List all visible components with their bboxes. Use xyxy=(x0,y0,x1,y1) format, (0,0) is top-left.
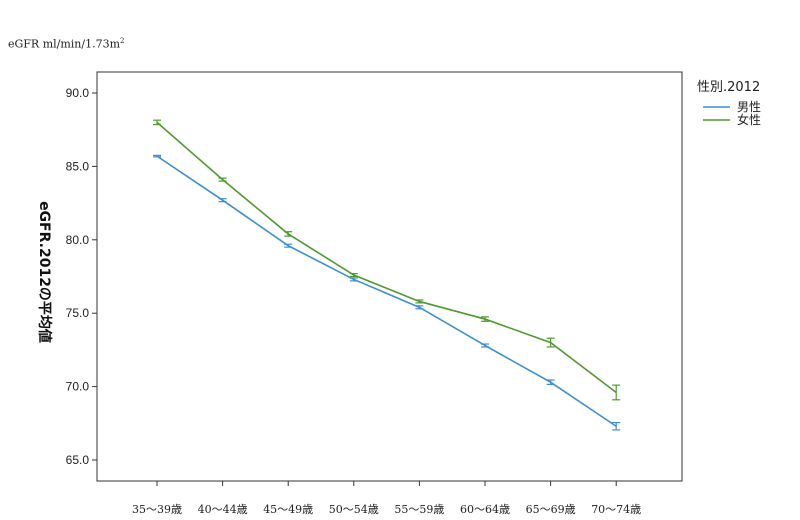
error-bar xyxy=(153,119,161,126)
legend-entry-label: 男性 xyxy=(737,100,761,114)
x-tick-label: 60～64歳 xyxy=(460,503,510,516)
x-tick-label: 55～59歳 xyxy=(394,503,444,516)
error-bar xyxy=(612,384,621,401)
x-tick-label: 35～39歳 xyxy=(132,503,182,516)
x-tick-label: 70～74歳 xyxy=(591,503,641,516)
series-line-1 xyxy=(156,155,617,427)
error-bar xyxy=(481,343,489,348)
error-bar xyxy=(349,272,358,278)
series-line-2 xyxy=(156,121,617,394)
y-tick-label: 70.0 xyxy=(66,380,90,394)
legend-entry-label: 女性 xyxy=(737,112,761,127)
error-bar xyxy=(218,177,227,182)
y-axis-label: eGFR.2012の平均値 xyxy=(36,201,53,343)
error-bar xyxy=(349,277,358,282)
y-tick-label: 85.0 xyxy=(66,159,90,173)
x-tick-label: 40～44歳 xyxy=(198,503,248,516)
unit-label: eGFR ml/min/1.73m2 xyxy=(8,37,125,51)
x-tick-label: 50～54歳 xyxy=(329,503,379,516)
y-tick-label: 65.0 xyxy=(66,453,90,467)
legend-title: 性別.2012 xyxy=(697,80,760,95)
error-bar xyxy=(546,379,555,385)
error-bar xyxy=(546,337,555,348)
y-tick-label: 90.0 xyxy=(66,86,90,100)
error-bar xyxy=(218,198,227,203)
series-layer xyxy=(153,119,621,431)
x-tick-label: 45～49歳 xyxy=(263,503,313,516)
error-bar xyxy=(415,299,424,304)
y-axis: 65.0 70.0 75.0 80.0 85.0 90.0 xyxy=(66,86,97,467)
plot-frame xyxy=(96,71,683,482)
x-tick-label: 65～69歳 xyxy=(526,503,576,516)
error-bar xyxy=(284,231,293,237)
y-tick-label: 80.0 xyxy=(66,233,90,247)
y-tick-label: 75.0 xyxy=(66,306,90,320)
error-bar xyxy=(481,316,489,322)
error-bar xyxy=(284,243,293,248)
error-bar xyxy=(415,305,424,310)
error-bar xyxy=(153,154,161,158)
error-bar xyxy=(612,421,621,431)
x-axis: 35～39歳 40～44歳 45～49歳 50～54歳 55～59歳 60～64歳 65～6… xyxy=(132,481,641,516)
